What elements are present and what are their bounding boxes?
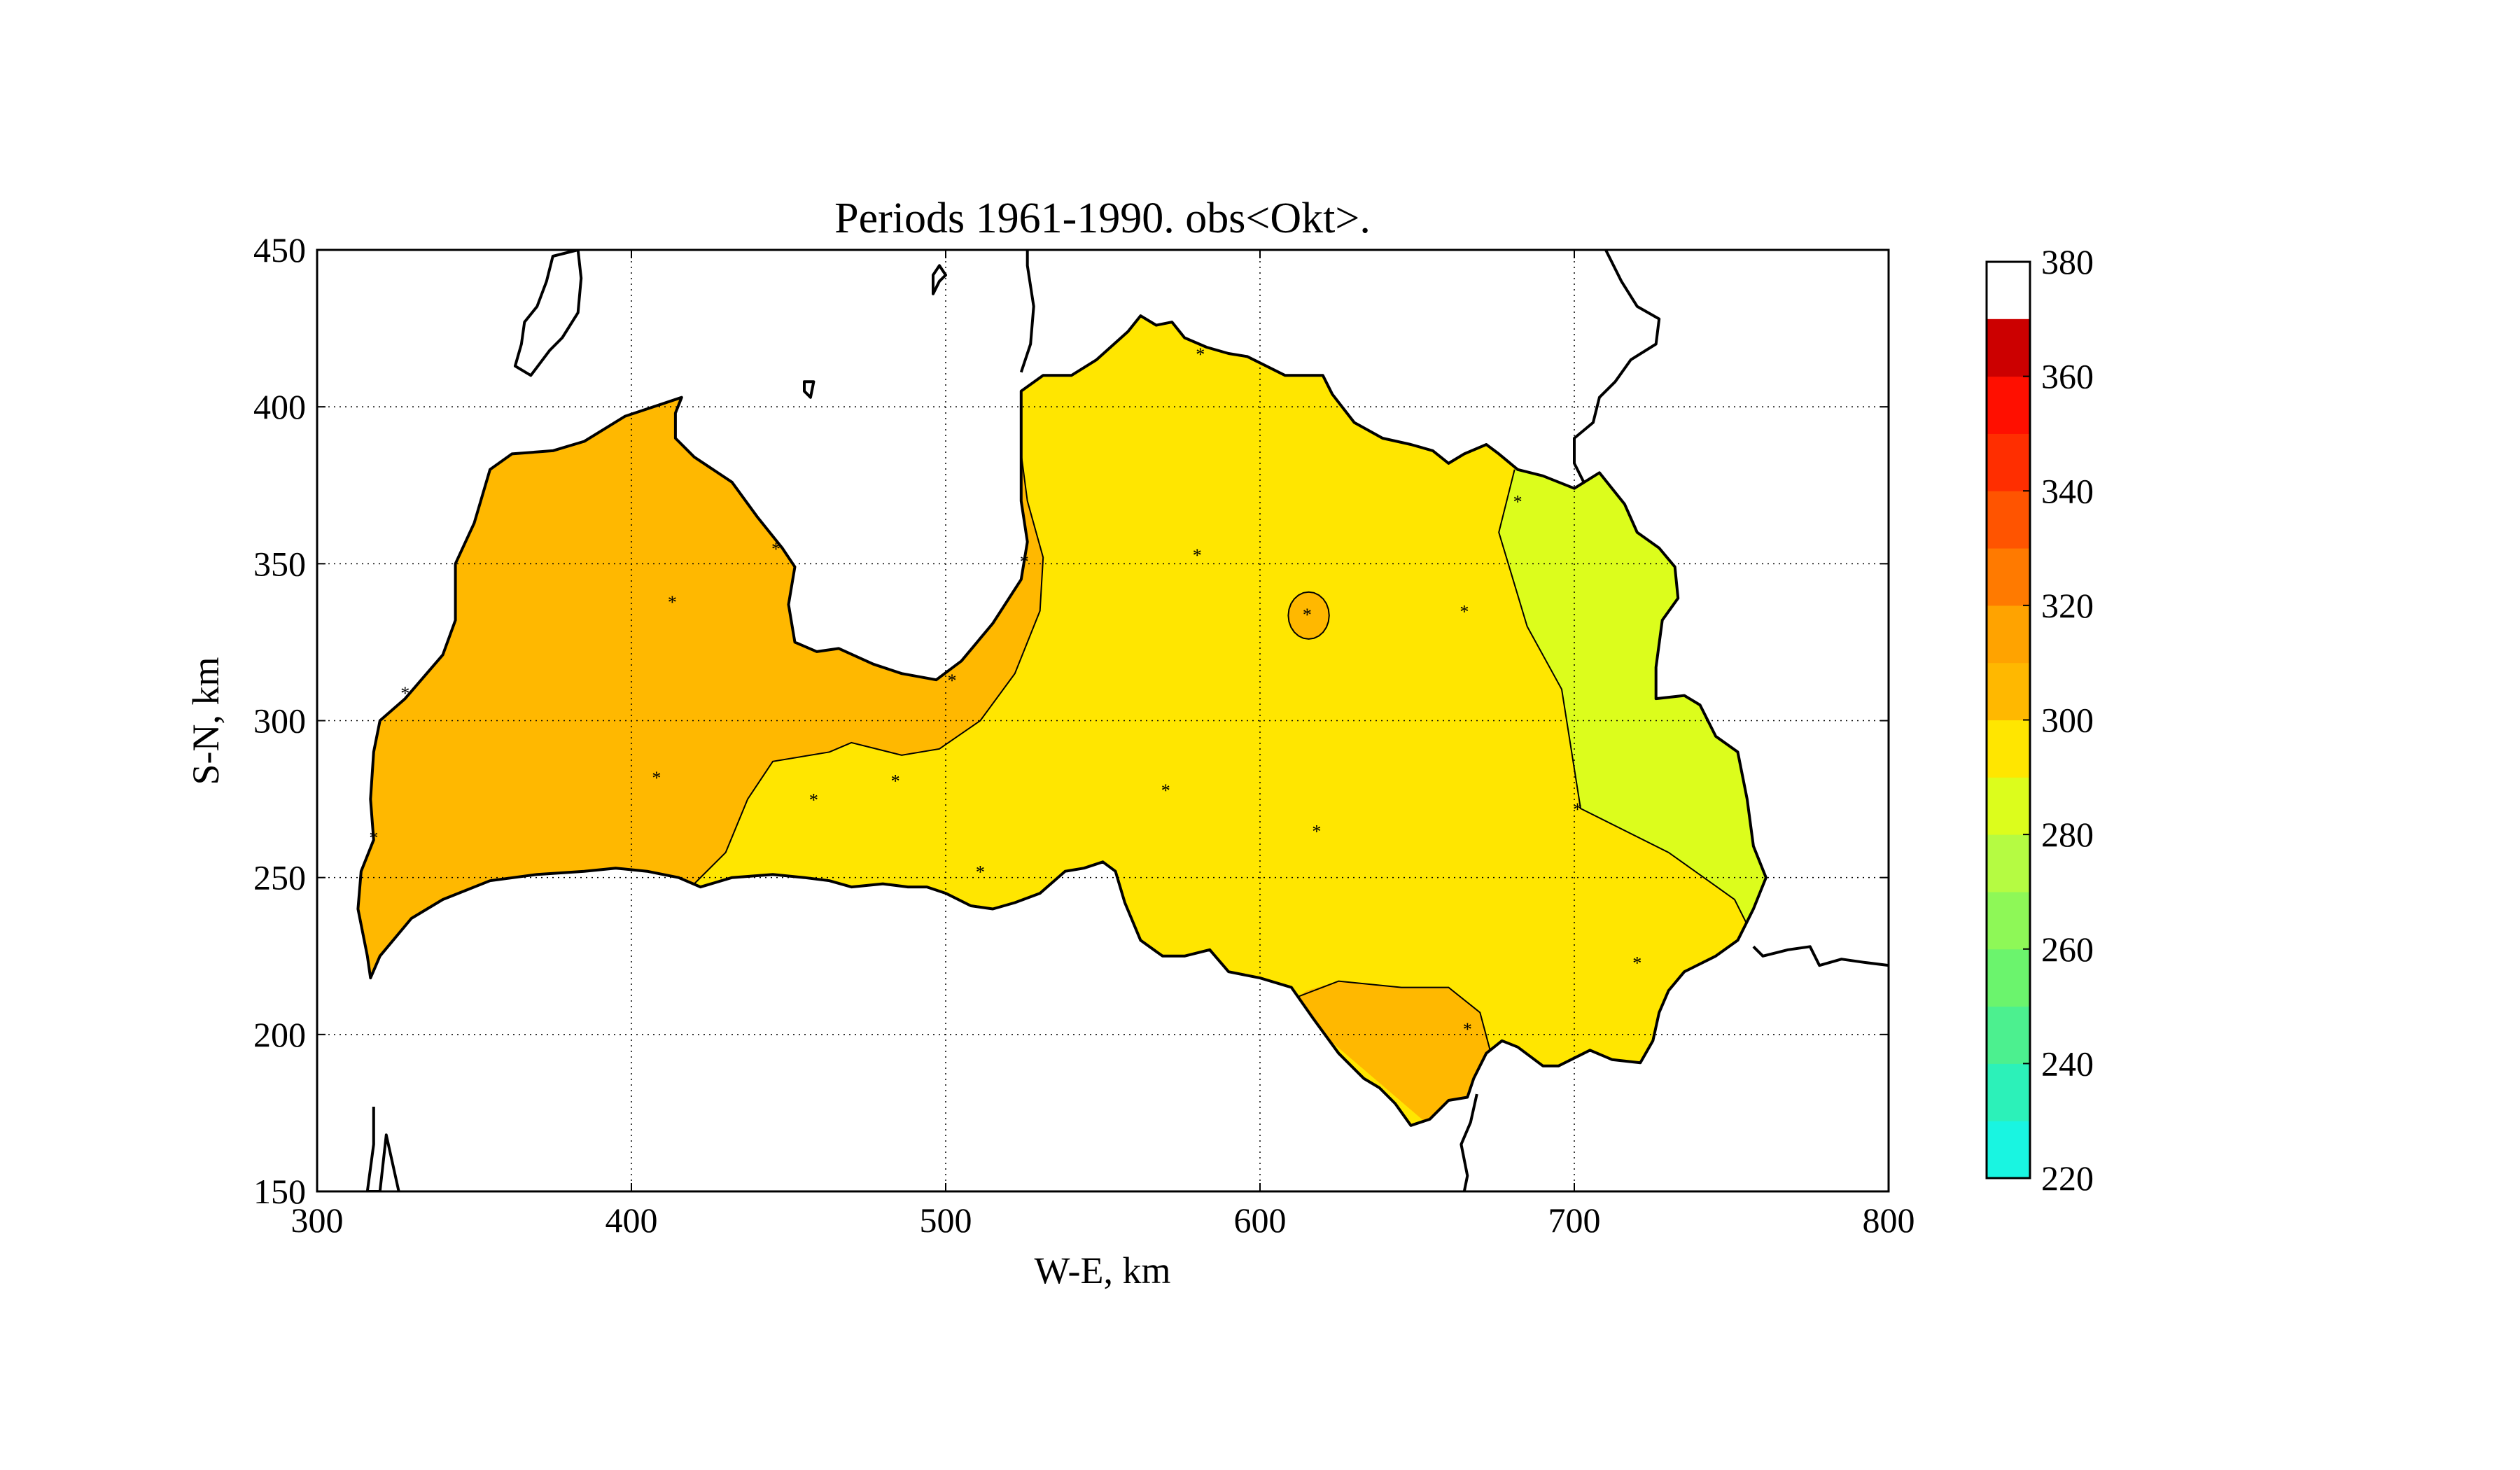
x-tick-label: 300 [291, 1200, 344, 1240]
colorbar-tick-label: 280 [2041, 815, 2094, 854]
x-tick-label: 800 [1863, 1200, 1915, 1240]
station-marker: * [668, 592, 677, 612]
contour-line-spot [1287, 591, 1330, 640]
x-tick-label: 400 [606, 1200, 658, 1240]
station-marker: * [1632, 953, 1642, 974]
colorbar-segment [1987, 777, 2030, 835]
station-marker: * [1020, 552, 1029, 572]
y-tick-label: 250 [253, 858, 306, 897]
colorbar-segment [1987, 433, 2030, 491]
colorbar-tick-label: 240 [2041, 1044, 2094, 1083]
colorbar-tick-label: 340 [2041, 471, 2094, 510]
station-marker: * [1161, 780, 1170, 801]
station-marker: * [771, 539, 780, 559]
station-marker: * [891, 771, 900, 792]
station-markers: * * * * * * * * * * * * * * * * * * * * [369, 344, 1642, 1040]
y-tick-label: 300 [253, 701, 306, 741]
contour-region-310-320-south [1297, 981, 1493, 1126]
belarus-border [1752, 945, 1889, 967]
colorbar-segment [1987, 318, 2030, 377]
y-tick-label: 200 [253, 1015, 306, 1054]
curonian-spit [365, 1107, 400, 1191]
colorbar-segment [1987, 548, 2030, 606]
colorbar-segment [1987, 720, 2030, 778]
station-marker: * [976, 862, 985, 883]
contour-region-310-320-spot [1288, 592, 1329, 639]
station-marker: * [1573, 799, 1582, 820]
station-marker: * [1460, 602, 1469, 622]
colorbar-segment [1987, 891, 2030, 950]
station-marker: * [1196, 344, 1205, 365]
colorbar [1985, 260, 2031, 1180]
colorbar-tick-labels: 220 240 260 280 300 320 340 360 380 [2041, 242, 2094, 1198]
latvia-border [356, 314, 1768, 1127]
y-tick-label: 150 [253, 1172, 306, 1211]
russia-border [1573, 250, 1661, 483]
colorbar-tick-label: 320 [2041, 586, 2094, 625]
chart-title: Periods 1961-1990. obs<Okt>. [834, 195, 1371, 242]
station-marker: * [652, 768, 661, 788]
lithuania-border [1460, 1093, 1478, 1191]
station-marker: * [369, 827, 378, 848]
colorbar-segment [1987, 376, 2030, 434]
station-marker: * [947, 671, 956, 691]
axis-ticks [316, 249, 1889, 1192]
x-tick-label: 700 [1548, 1200, 1601, 1240]
contour-line-west [690, 375, 1044, 888]
estonia-coastline [1019, 250, 1035, 373]
islet-near-muhu [932, 264, 947, 295]
colorbar-tick-label: 300 [2041, 701, 2094, 740]
colorbar-tick-label: 260 [2041, 930, 2094, 969]
y-tick-label: 350 [253, 544, 306, 583]
y-tick-labels: 150 200 250 300 350 400 450 [253, 230, 306, 1211]
x-tick-label: 500 [920, 1200, 972, 1240]
y-axis-label: S-N, km [185, 657, 227, 785]
saaremaa-island [513, 250, 583, 377]
x-axis-label: W-E, km [1035, 1250, 1171, 1292]
y-tick-label: 450 [253, 230, 306, 270]
colorbar-segment [1987, 834, 2030, 892]
y-tick-label: 400 [253, 387, 306, 426]
x-tick-label: 600 [1234, 1200, 1287, 1240]
station-marker: * [1312, 821, 1321, 841]
grid-lines [317, 250, 1889, 1191]
colorbar-segment [1987, 1006, 2030, 1064]
colorbar-segment [1987, 948, 2030, 1007]
colorbar-tick-label: 360 [2041, 357, 2094, 396]
station-marker: * [1303, 605, 1312, 625]
station-marker: * [400, 683, 410, 704]
colorbar-tick-label: 220 [2041, 1158, 2094, 1198]
ruhnu-island [803, 380, 816, 399]
colorbar-tick-label: 380 [2041, 242, 2094, 281]
station-marker: * [1193, 545, 1202, 566]
contour-line-east [1498, 469, 1764, 957]
x-tick-labels: 300 400 500 600 700 800 [291, 1200, 1915, 1240]
station-marker: * [1513, 492, 1522, 512]
station-marker: * [1463, 1019, 1472, 1040]
coastlines [356, 250, 1889, 1191]
colorbar-segment [1987, 1121, 2030, 1179]
colorbar-segment [1987, 605, 2030, 664]
station-marker: * [809, 790, 818, 811]
colorbar-segment [1987, 662, 2030, 720]
colorbar-segment [1987, 1063, 2030, 1121]
colorbar-segment [1987, 491, 2030, 549]
